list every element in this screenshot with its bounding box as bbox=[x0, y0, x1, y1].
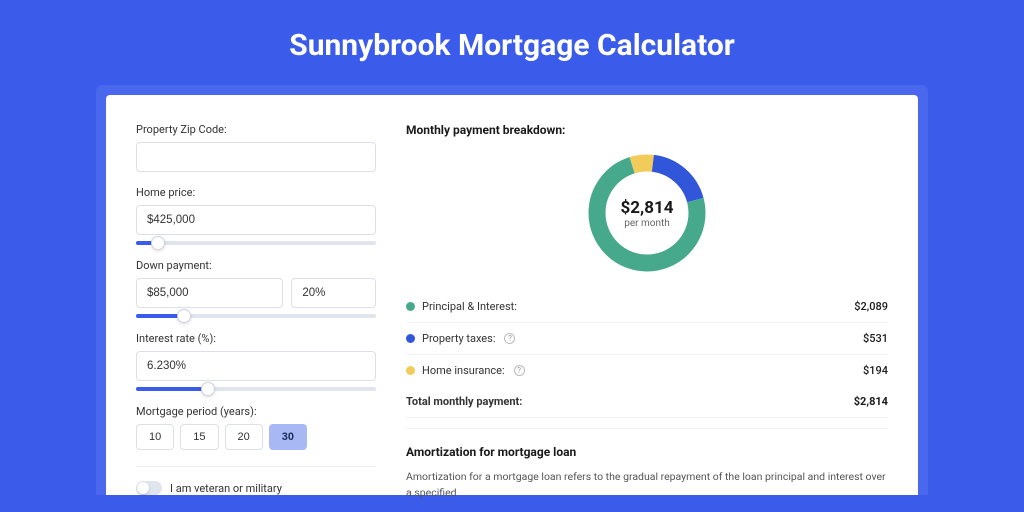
calculator-card: Property Zip Code: Home price: Down paym… bbox=[106, 95, 918, 495]
interest-rate-slider[interactable] bbox=[136, 387, 376, 391]
zip-input[interactable] bbox=[136, 142, 376, 172]
down-payment-percent-input[interactable] bbox=[291, 278, 376, 308]
interest-rate-label: Interest rate (%): bbox=[136, 332, 376, 345]
total-label: Total monthly payment: bbox=[406, 395, 522, 408]
legend-row-0: Principal & Interest: $2,089 bbox=[406, 291, 888, 323]
interest-rate-input[interactable] bbox=[136, 351, 376, 381]
veteran-label: I am veteran or military bbox=[170, 482, 282, 495]
page-title: Sunnybrook Mortgage Calculator bbox=[0, 0, 1024, 85]
home-price-input[interactable] bbox=[136, 205, 376, 235]
home-price-slider-thumb[interactable] bbox=[151, 236, 165, 250]
zip-field-group: Property Zip Code: bbox=[136, 123, 376, 172]
down-payment-slider[interactable] bbox=[136, 314, 376, 318]
legend-label: Principal & Interest: bbox=[422, 300, 517, 313]
down-payment-input[interactable] bbox=[136, 278, 283, 308]
interest-rate-group: Interest rate (%): bbox=[136, 332, 376, 391]
legend-dot-icon bbox=[406, 334, 415, 343]
legend: Principal & Interest: $2,089 Property taxe… bbox=[406, 291, 888, 386]
donut-sublabel: per month bbox=[624, 218, 670, 229]
interest-rate-slider-fill bbox=[136, 387, 208, 391]
period-button-30[interactable]: 30 bbox=[269, 424, 307, 450]
legend-value: $531 bbox=[863, 332, 888, 345]
zip-label: Property Zip Code: bbox=[136, 123, 376, 136]
amortization-text: Amortization for a mortgage loan refers … bbox=[406, 469, 888, 501]
legend-value: $194 bbox=[863, 364, 888, 377]
card-shadow: Property Zip Code: Home price: Down paym… bbox=[96, 85, 928, 495]
donut-chart: $2,814 per month bbox=[587, 153, 707, 273]
period-button-20[interactable]: 20 bbox=[225, 424, 263, 450]
amortization-title: Amortization for mortgage loan bbox=[406, 445, 888, 459]
period-button-10[interactable]: 10 bbox=[136, 424, 174, 450]
veteran-row: I am veteran or military bbox=[136, 466, 376, 495]
breakdown-column: Monthly payment breakdown: $2,814 per mo… bbox=[406, 123, 888, 495]
donut-amount: $2,814 bbox=[621, 198, 674, 218]
period-group: Mortgage period (years): 1015 2030 bbox=[136, 405, 376, 450]
legend-dot-icon bbox=[406, 366, 415, 375]
amortization-block: Amortization for mortgage loan Amortizat… bbox=[406, 428, 888, 501]
period-buttons: 1015 2030 bbox=[136, 424, 376, 450]
down-payment-label: Down payment: bbox=[136, 259, 376, 272]
breakdown-title: Monthly payment breakdown: bbox=[406, 123, 888, 137]
legend-value: $2,089 bbox=[854, 300, 888, 313]
info-icon[interactable]: ? bbox=[504, 333, 515, 344]
legend-row-1: Property taxes:? $531 bbox=[406, 323, 888, 355]
home-price-group: Home price: bbox=[136, 186, 376, 245]
period-button-15[interactable]: 15 bbox=[180, 424, 218, 450]
legend-dot-icon bbox=[406, 302, 415, 311]
total-value: $2,814 bbox=[854, 395, 888, 408]
down-payment-slider-thumb[interactable] bbox=[177, 309, 191, 323]
legend-row-2: Home insurance:? $194 bbox=[406, 355, 888, 386]
legend-label: Home insurance: bbox=[422, 364, 505, 377]
home-price-label: Home price: bbox=[136, 186, 376, 199]
home-price-slider[interactable] bbox=[136, 241, 376, 245]
down-payment-group: Down payment: bbox=[136, 259, 376, 318]
donut-center: $2,814 per month bbox=[587, 153, 707, 273]
donut-chart-wrap: $2,814 per month bbox=[406, 149, 888, 291]
veteran-toggle[interactable] bbox=[136, 481, 162, 495]
inputs-column: Property Zip Code: Home price: Down paym… bbox=[136, 123, 376, 495]
info-icon[interactable]: ? bbox=[514, 365, 525, 376]
total-row: Total monthly payment: $2,814 bbox=[406, 386, 888, 418]
interest-rate-slider-thumb[interactable] bbox=[201, 382, 215, 396]
period-label: Mortgage period (years): bbox=[136, 405, 376, 418]
legend-label: Property taxes: bbox=[422, 332, 495, 345]
